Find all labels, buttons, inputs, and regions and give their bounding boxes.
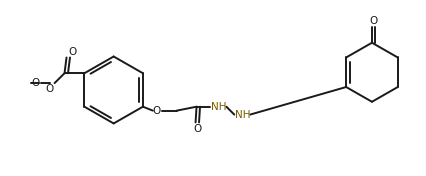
Text: NH: NH (211, 102, 226, 112)
Text: O: O (69, 46, 77, 56)
Text: O: O (193, 124, 201, 134)
Text: NH: NH (234, 110, 250, 120)
Text: O: O (153, 106, 161, 116)
Text: O: O (45, 84, 54, 94)
Text: O: O (32, 78, 40, 88)
Text: O: O (369, 16, 377, 26)
